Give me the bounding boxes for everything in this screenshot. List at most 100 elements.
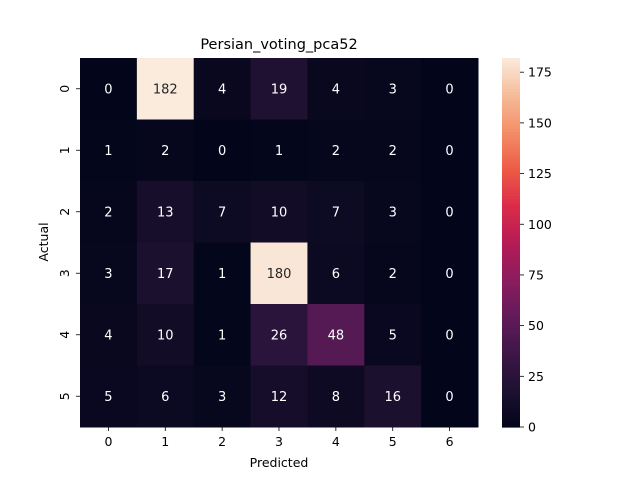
cell-value-label: 2	[161, 144, 169, 159]
heatmap-cell	[136, 58, 195, 120]
colorbar-segment	[502, 162, 520, 167]
colorbar-segment	[502, 322, 520, 327]
colorbar-segment	[502, 353, 520, 357]
colorbar-segment	[502, 257, 520, 262]
cell-value-label: 10	[157, 328, 174, 343]
colorbar-segment	[502, 141, 520, 145]
colorbar-segment	[502, 181, 520, 185]
cell-value-label: 5	[104, 390, 112, 405]
colorbar-segment	[502, 211, 520, 216]
x-axis-label: Predicted	[250, 455, 309, 470]
heatmap-cell	[421, 304, 479, 366]
colorbar-segment	[502, 248, 520, 253]
colorbar-segment	[502, 300, 520, 305]
cell-value-label: 0	[445, 267, 453, 282]
cell-value-label: 3	[104, 267, 112, 282]
colorbar-segment	[502, 217, 520, 222]
x-tick-label: 0	[104, 434, 112, 449]
heatmap-cell	[250, 119, 308, 182]
colorbar-segment	[502, 337, 520, 342]
colorbar-segment	[502, 405, 520, 410]
heatmap-cell	[307, 119, 365, 182]
heatmap-cell	[364, 181, 422, 243]
heatmap-cell	[136, 242, 195, 305]
heatmap-cell	[364, 242, 422, 305]
cell-value-label: 6	[332, 267, 340, 282]
colorbar-segment	[502, 239, 520, 244]
cell-value-label: 10	[271, 205, 288, 220]
colorbar-segment	[502, 107, 520, 111]
colorbar-segment	[502, 365, 520, 370]
colorbar-segment	[502, 270, 520, 274]
colorbar-segment	[502, 267, 520, 271]
colorbar-segment	[502, 236, 520, 241]
colorbar-segment	[502, 374, 520, 379]
heatmap-cell	[364, 365, 422, 428]
heatmap-cell	[80, 304, 138, 366]
colorbar-segment	[502, 402, 520, 407]
cell-value-label: 1	[218, 328, 226, 343]
heatmap-cell	[307, 304, 365, 366]
colorbar-segment	[502, 97, 520, 102]
colorbar-segment	[502, 58, 520, 62]
colorbar-segment	[502, 414, 520, 419]
y-tick-label: 5	[57, 392, 72, 400]
colorbar-segment	[502, 199, 520, 204]
colorbar-segment	[502, 147, 520, 151]
colorbar-segment	[502, 260, 520, 265]
colorbar-segment	[502, 319, 520, 324]
cell-value-label: 4	[332, 82, 340, 97]
cell-value-label: 182	[153, 82, 178, 97]
colorbar-segment	[502, 396, 520, 400]
colorbar-segment	[502, 310, 520, 314]
colorbar-segment	[502, 220, 520, 225]
colorbar-segment	[502, 359, 520, 364]
heatmap-cell	[307, 242, 365, 305]
colorbar-segment	[502, 408, 520, 413]
cell-value-label: 12	[271, 390, 288, 405]
x-tick-label: 4	[332, 434, 340, 449]
y-axis: 0 1 2 3 4 5	[57, 85, 80, 400]
colorbar-segment	[502, 420, 520, 425]
colorbar-segment	[502, 242, 520, 247]
colorbar-segment	[502, 193, 520, 197]
colorbar: 0 25 50 75 100 125 150 175	[502, 58, 552, 435]
colorbar-segment	[502, 383, 520, 388]
colorbar-tick-label: 0	[528, 420, 536, 435]
heatmap-cell	[193, 304, 252, 366]
colorbar-segment	[502, 282, 520, 287]
colorbar-segment	[502, 371, 520, 376]
cell-value-label: 7	[332, 205, 340, 220]
cell-value-label: 2	[389, 144, 397, 159]
heatmap-cell	[250, 365, 308, 428]
heatmap-cell	[307, 365, 365, 428]
colorbar-segment	[502, 340, 520, 345]
cell-value-label: 0	[445, 328, 453, 343]
colorbar-segment	[502, 165, 520, 170]
colorbar-tick-label: 125	[528, 166, 552, 181]
colorbar-segment	[502, 202, 520, 207]
cell-value-label: 19	[271, 82, 288, 97]
colorbar-segment	[502, 101, 520, 105]
colorbar-segment	[502, 116, 520, 121]
colorbar-segment	[502, 245, 520, 250]
colorbar-tick-label: 25	[528, 369, 544, 384]
cell-value-label: 1	[218, 267, 226, 282]
colorbar-segment	[502, 316, 520, 320]
cell-value-label: 0	[445, 82, 453, 97]
colorbar-segment	[502, 171, 520, 176]
heatmap-cell	[421, 181, 479, 243]
colorbar-segment	[502, 233, 520, 237]
colorbar-segment	[502, 159, 520, 164]
colorbar-segment	[502, 304, 520, 308]
heatmap-cell	[250, 181, 308, 243]
colorbar-segment	[502, 343, 520, 348]
cell-value-label: 3	[218, 390, 226, 405]
colorbar-segment	[502, 110, 520, 114]
colorbar-segment	[502, 350, 520, 354]
colorbar-segment	[502, 134, 520, 139]
y-tick-label: 0	[57, 85, 72, 93]
colorbar-segment	[502, 85, 520, 90]
colorbar-segment	[502, 61, 520, 65]
cell-value-label: 1	[104, 144, 112, 159]
